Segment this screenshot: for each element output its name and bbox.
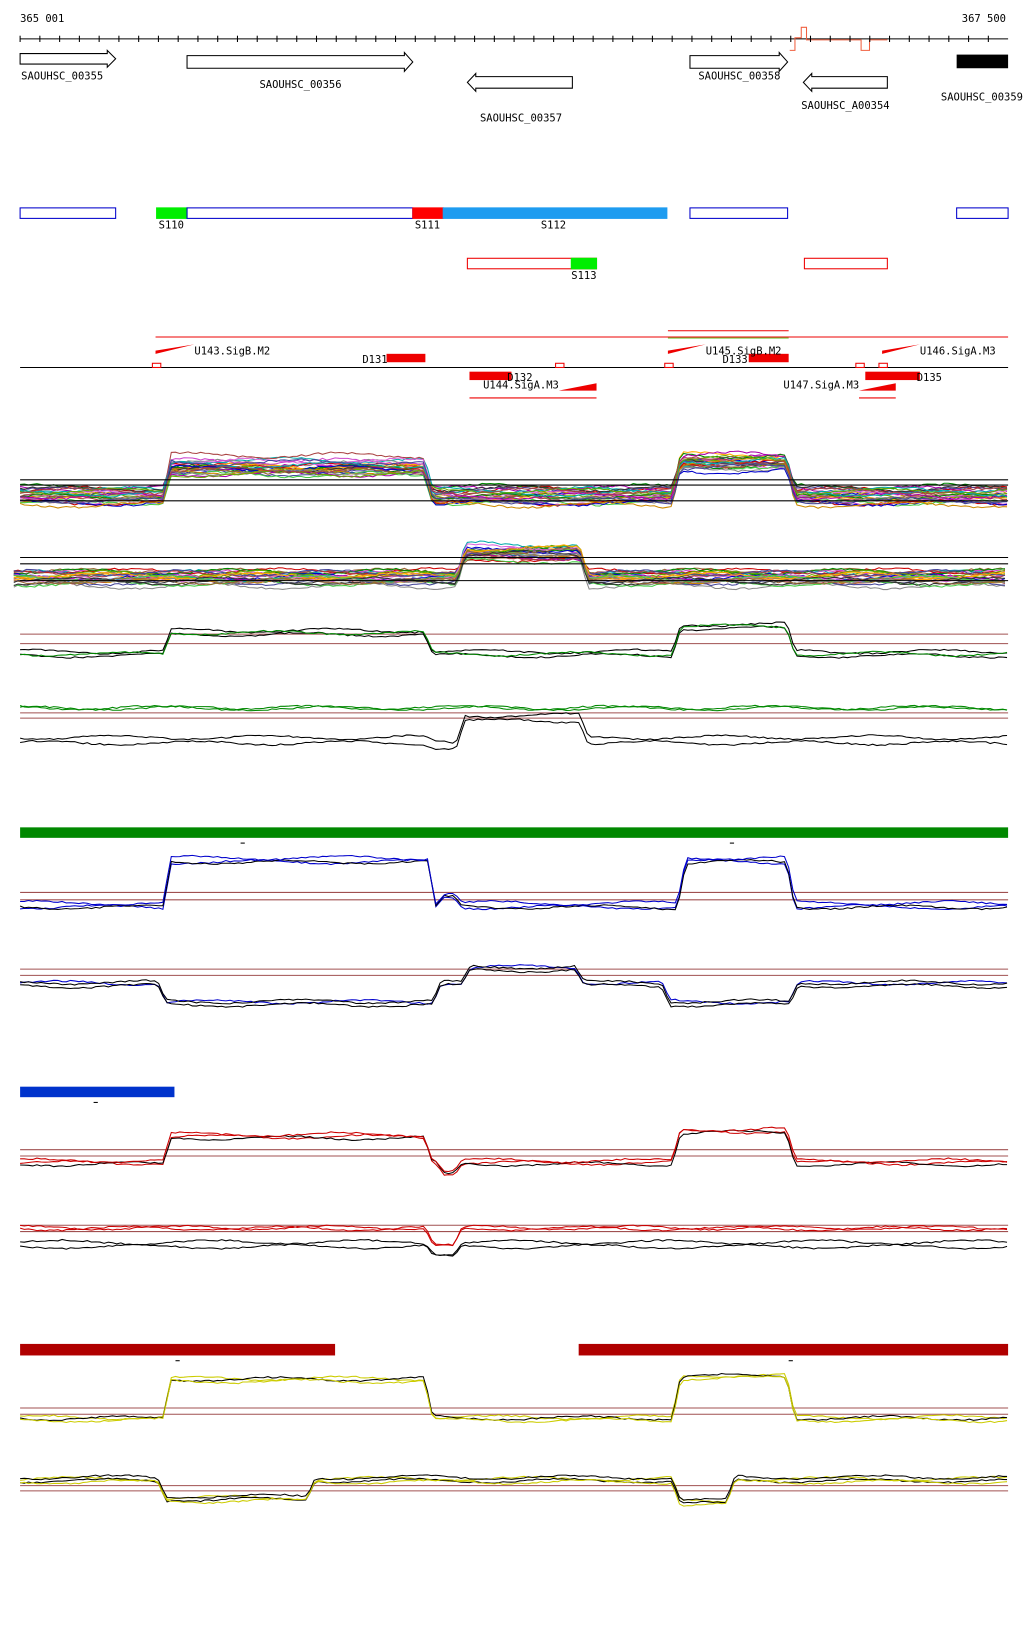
expression-trace xyxy=(20,1478,1008,1507)
segment xyxy=(689,207,789,219)
gene-label: SAOUHSC_00355 xyxy=(21,71,103,83)
ruler-start: 365 001 xyxy=(20,13,64,25)
sample-bar xyxy=(578,1343,1009,1356)
promoter-label: U145.SigB.M2 xyxy=(706,346,782,358)
gene-label: SAOUHSC_00357 xyxy=(480,113,562,125)
segment xyxy=(19,207,117,219)
terminator xyxy=(386,353,426,363)
gene-label: SAOUHSC_00359 xyxy=(941,92,1023,104)
expression-trace xyxy=(20,458,1008,505)
promoter-flag xyxy=(155,344,195,354)
gene-label: SAOUHSC_00358 xyxy=(698,71,780,83)
expression-trace xyxy=(13,547,1005,586)
promoter-label: D131 xyxy=(362,354,387,366)
expression-trace xyxy=(20,718,1008,750)
expression-trace xyxy=(19,458,1008,493)
promoter-label: U143.SigB.M2 xyxy=(194,346,270,358)
promoter-flag xyxy=(882,344,920,354)
expression-trace xyxy=(20,1372,1008,1422)
ruler-end: 367 500 xyxy=(962,13,1006,25)
expression-trace xyxy=(13,554,1006,578)
expression-trace xyxy=(20,1475,1008,1503)
expression-trace xyxy=(20,1129,1008,1175)
promoter-foot xyxy=(555,362,565,369)
expression-trace xyxy=(20,1128,1008,1176)
promoter-label: D132 xyxy=(507,372,532,384)
promoter-label: D133 xyxy=(723,354,748,366)
expression-trace xyxy=(19,712,1008,744)
gene-arrow xyxy=(689,51,789,73)
gene-arrow xyxy=(19,49,117,69)
gene-arrow xyxy=(802,72,888,93)
gene-arrow xyxy=(466,72,573,93)
gene-label: SAOUHSC_00356 xyxy=(259,79,341,91)
expression-trace xyxy=(19,704,1008,711)
expression-trace xyxy=(19,456,1008,496)
promoter-foot xyxy=(855,362,865,369)
promoter-flag xyxy=(667,344,706,354)
expression-trace xyxy=(20,1474,1008,1501)
expression-trace xyxy=(13,544,1006,580)
segment xyxy=(156,207,188,219)
promoter-label: D135 xyxy=(917,372,942,384)
segment-label: S112 xyxy=(541,220,566,232)
promoter-foot xyxy=(151,362,162,369)
expression-trace xyxy=(20,854,1008,907)
expression-trace xyxy=(19,859,1008,911)
coverage-step xyxy=(789,26,888,51)
expression-trace xyxy=(20,964,1008,1005)
expression-trace xyxy=(20,621,1008,655)
segment-label: S110 xyxy=(159,220,184,232)
segment-label: S111 xyxy=(415,220,440,232)
expression-trace xyxy=(13,544,1006,578)
expression-trace xyxy=(20,1477,1008,1504)
promoter-label: U146.SigA.M3 xyxy=(920,346,996,358)
promoter-label: U144.SigA.M3 xyxy=(483,379,559,391)
promoter-flag xyxy=(859,383,896,391)
promoter-foot xyxy=(878,362,888,369)
promoter-foot xyxy=(664,362,674,369)
segment xyxy=(442,207,668,219)
segment xyxy=(956,207,1009,219)
expression-trace xyxy=(20,968,1008,1008)
terminator xyxy=(748,353,789,363)
gene-box xyxy=(956,54,1009,69)
segment xyxy=(570,257,598,270)
expression-trace xyxy=(13,543,1006,583)
expression-trace xyxy=(20,964,1008,1005)
expression-trace xyxy=(20,1373,1008,1421)
expression-trace xyxy=(20,1238,1008,1256)
expression-trace xyxy=(20,1375,1008,1424)
promoter-flag xyxy=(558,383,597,391)
expression-trace xyxy=(20,623,1008,658)
expression-trace xyxy=(20,455,1008,496)
segment-label: S113 xyxy=(571,270,596,282)
segment xyxy=(412,207,444,219)
gene-arrow xyxy=(186,51,414,73)
expression-trace xyxy=(19,1225,1008,1246)
expression-trace xyxy=(20,452,1008,501)
segment xyxy=(803,257,888,270)
terminator xyxy=(469,371,512,381)
terminator xyxy=(865,371,920,381)
sample-bar xyxy=(20,1086,175,1098)
expression-trace xyxy=(20,1243,1008,1257)
expression-trace xyxy=(19,451,1008,502)
sample-bar xyxy=(20,1343,336,1356)
sample-bar xyxy=(20,827,1009,838)
expression-trace xyxy=(20,1126,1008,1173)
expression-trace xyxy=(20,858,1008,911)
promoter-label: U147.SigA.M3 xyxy=(783,379,859,391)
segment xyxy=(186,207,414,219)
gene-label: SAOUHSC_A00354 xyxy=(801,100,889,112)
